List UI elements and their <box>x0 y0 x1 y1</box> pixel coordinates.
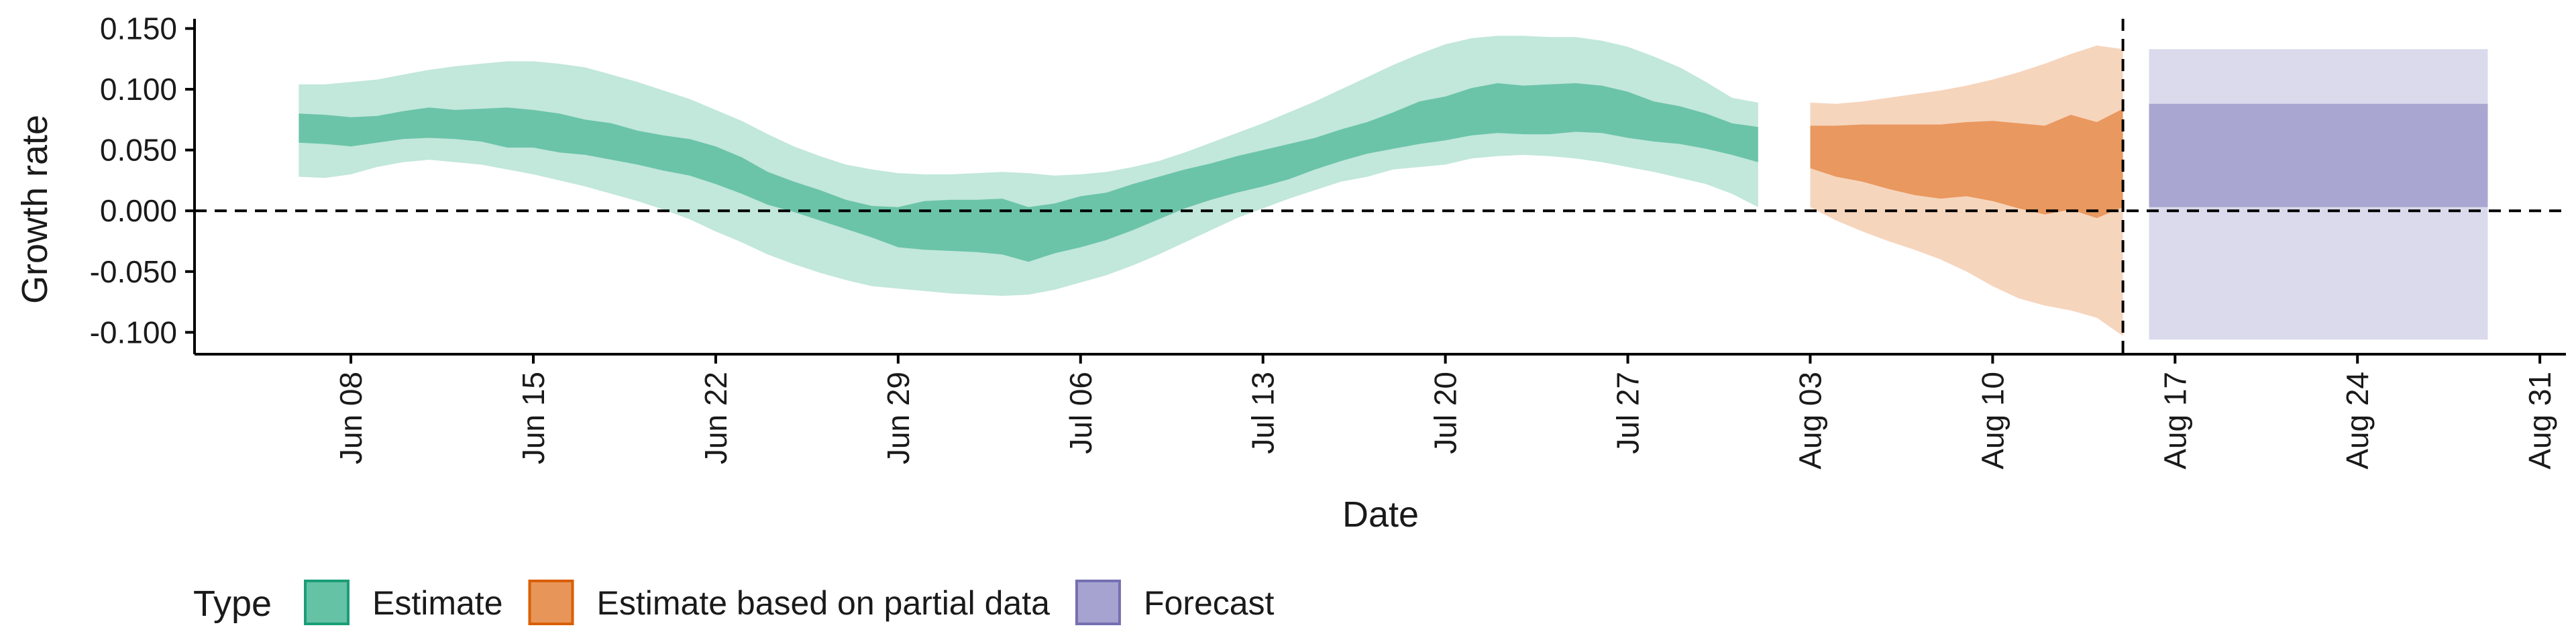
estimate-based-on-partial-data-inner-band <box>1810 109 2123 219</box>
y-tick-label: 0.050 <box>100 133 177 168</box>
legend-key-estimate <box>304 580 350 625</box>
legend-label-forecast: Forecast <box>1144 584 1275 622</box>
x-tick-label: Aug 31 <box>2522 372 2557 470</box>
y-tick-label: 0.000 <box>100 193 177 228</box>
x-tick-label: Aug 17 <box>2157 372 2192 470</box>
reference-lines <box>195 19 2566 354</box>
estimate-outer-band <box>299 36 1758 297</box>
forecast-inner-band <box>2149 103 2488 207</box>
x-tick-label: Aug 10 <box>1975 372 2010 470</box>
x-tick-label: Jul 27 <box>1611 372 1646 454</box>
x-tick-label: Jul 13 <box>1246 372 1281 454</box>
legend-label-estimate: Estimate <box>372 584 503 622</box>
x-tick-label: Jul 20 <box>1428 372 1463 454</box>
x-tick-label: Jun 15 <box>516 372 551 464</box>
x-tick-label: Aug 24 <box>2340 372 2375 470</box>
y-tick-label: 0.100 <box>100 72 177 107</box>
y-tick-label: 0.150 <box>100 11 177 46</box>
legend: Type Estimate Estimate based on partial d… <box>193 580 1275 625</box>
legend-label-estimate-based-on-partial-data: Estimate based on partial data <box>597 584 1051 622</box>
x-tick-label: Jun 08 <box>333 372 368 464</box>
legend-key-estimate-based-on-partial-data <box>528 580 574 625</box>
x-tick-label: Jun 29 <box>881 372 916 464</box>
y-axis-title: Growth rate <box>15 115 55 304</box>
axes: -0.100 -0.050 0.000 0.050 0.100 0.150 Jun 08 Ju… <box>90 11 2566 470</box>
estimate-inner-band <box>299 83 1758 262</box>
x-tick-label: Aug 03 <box>1793 372 1828 470</box>
x-tick-label: Jun 22 <box>698 372 733 464</box>
legend-title: Type <box>193 584 272 624</box>
x-axis-title: Date <box>1342 494 1419 535</box>
y-tick-label: -0.100 <box>90 315 177 350</box>
x-tick-label: Jul 06 <box>1063 372 1098 454</box>
band-layer <box>299 36 2488 340</box>
y-tick-label: -0.050 <box>90 254 177 289</box>
legend-key-forecast <box>1075 580 1121 625</box>
